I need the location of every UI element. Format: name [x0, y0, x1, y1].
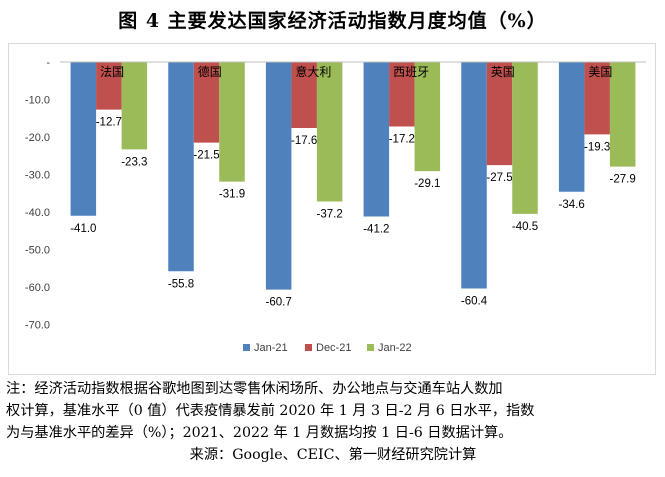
category-label: 西班牙: [393, 65, 429, 79]
bar-jan-21: [558, 62, 585, 192]
data-label: -60.7: [266, 297, 292, 309]
data-label: -29.1: [414, 178, 440, 190]
chart-note: 注：经济活动指数根据谷歌地图到达零售休闲场所、办公地点与交通车站人数加 权计算，…: [6, 378, 660, 466]
bar-chart: - -10.0 -20.0 -30.0 -40.0 -50.0 -60.0 -70.0 -41.…: [25, 57, 646, 354]
y-tick-label: -50.0: [25, 245, 50, 257]
data-label: -17.2: [389, 134, 415, 146]
source-line: 来源：Google、CEIC、第一财经研究院计算: [189, 447, 477, 463]
bar-jan-22: [219, 62, 245, 182]
bar-jan-21: [168, 62, 194, 272]
bar-dec-21: [486, 62, 513, 166]
data-label: -31.9: [219, 189, 245, 201]
category-label: 德国: [198, 64, 222, 79]
y-tick-label: -: [46, 57, 50, 69]
bar-jan-21: [363, 62, 390, 217]
data-label: -17.6: [291, 135, 317, 147]
bar-dec-21: [291, 62, 317, 128]
y-tick-label: -70.0: [25, 320, 50, 332]
bar-jan-22: [121, 62, 148, 150]
legend-swatch: [243, 344, 250, 351]
data-label: -27.5: [486, 172, 512, 184]
bar-jan-21: [265, 62, 292, 290]
data-label: -60.4: [461, 296, 488, 308]
bar-jan-22: [609, 62, 636, 167]
y-tick-label: -40.0: [25, 207, 50, 219]
bar-dec-21: [193, 62, 220, 143]
data-label: -19.3: [584, 141, 610, 153]
data-label: -23.3: [121, 156, 147, 168]
chart-title: 图 4 主要发达国家经济活动指数月度均值（%）: [118, 10, 547, 32]
y-tick-label: -20.0: [25, 132, 50, 144]
category-label: 英国: [491, 65, 515, 79]
category-label: 法国: [100, 65, 124, 79]
data-label: -34.6: [559, 199, 585, 211]
category-label: 美国: [588, 65, 612, 79]
bar-jan-22: [316, 62, 343, 202]
legend-label: Jan-22: [378, 342, 412, 354]
legend-swatch: [367, 344, 374, 351]
legend-swatch: [305, 344, 312, 351]
note-line-3: 为与基准水平的差异（%）；2021、2022 年 1 月数据均按 1 日-6 日…: [6, 425, 513, 441]
legend-label: Jan-21: [254, 342, 288, 354]
bar-dec-21: [584, 62, 610, 135]
bar-jan-22: [414, 62, 441, 172]
note-line-2: 权计算，基准水平（0 值）代表疫情暴发前 2020 年 1 月 3 日-2 月 …: [6, 403, 535, 419]
data-label: -40.5: [512, 221, 538, 233]
y-tick-label: -60.0: [25, 282, 50, 294]
data-label: -37.2: [317, 209, 343, 221]
data-label: -41.2: [363, 224, 389, 236]
y-tick-label: -30.0: [25, 170, 50, 182]
legend-label: Dec-21: [316, 342, 351, 354]
bar-jan-22: [512, 62, 538, 214]
bar-jan-21: [70, 62, 97, 216]
bar-jan-21: [461, 62, 487, 289]
data-label: -55.8: [168, 278, 194, 290]
bar-dec-21: [389, 62, 415, 127]
data-label: -12.7: [96, 117, 122, 129]
note-line-1: 注：经济活动指数根据谷歌地图到达零售休闲场所、办公地点与交通车站人数加: [6, 381, 503, 397]
category-label: 意大利: [295, 64, 331, 79]
data-label: -41.0: [70, 223, 96, 235]
data-label: -27.9: [610, 174, 636, 186]
data-label: -21.5: [193, 150, 219, 162]
bar-dec-21: [96, 62, 122, 110]
y-tick-label: -10.0: [25, 95, 50, 107]
